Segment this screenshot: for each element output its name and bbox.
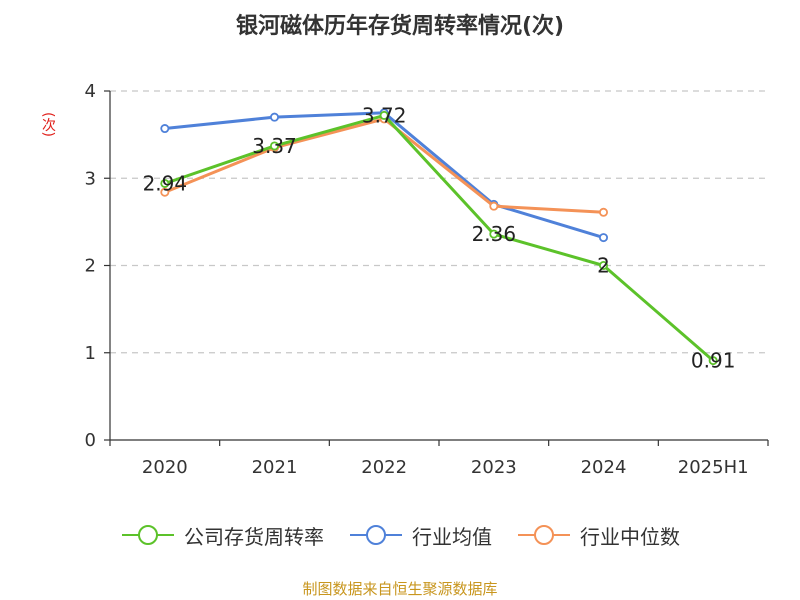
- y-tick-label: 3: [85, 168, 96, 189]
- chart-title: 银河磁体历年存货周转率情况(次): [235, 14, 565, 39]
- legend-item[interactable]: 行业均值: [348, 520, 492, 550]
- legend-label: 行业均值: [412, 524, 492, 549]
- x-tick-label: 2022: [361, 457, 407, 478]
- data-point: [269, 112, 279, 122]
- legend: 公司存货周转率 行业均值 行业中位数: [0, 520, 800, 550]
- data-label: 3.37: [252, 134, 297, 158]
- data-point: [160, 187, 170, 197]
- data-point: [599, 207, 609, 217]
- series-lines: [160, 108, 718, 366]
- legend-swatch: [122, 525, 174, 545]
- grid-lines: [110, 90, 768, 354]
- legend-item[interactable]: 行业中位数: [516, 520, 680, 550]
- x-tick-label: 2025H1: [678, 457, 749, 478]
- data-label: 2.36: [472, 222, 517, 246]
- data-label: 3.72: [362, 103, 407, 127]
- legend-marker: [534, 525, 554, 545]
- x-tick-label: 2020: [142, 457, 188, 478]
- y-tick-label: 1: [85, 343, 96, 364]
- legend-item[interactable]: 公司存货周转率: [120, 520, 324, 550]
- data-point: [489, 201, 499, 211]
- legend-marker: [138, 525, 158, 545]
- data-point: [379, 110, 389, 120]
- data-label: 0.91: [691, 349, 736, 373]
- y-tick-label: 4: [85, 81, 96, 102]
- legend-label: 公司存货周转率: [184, 524, 324, 549]
- series-line: [164, 111, 604, 240]
- data-label: 2: [597, 254, 610, 278]
- data-point: [599, 233, 609, 243]
- data-point: [599, 260, 609, 270]
- x-tick-label: 2024: [581, 457, 627, 478]
- series-line: [164, 113, 715, 362]
- data-point: [269, 141, 279, 151]
- legend-swatch: [350, 525, 402, 545]
- data-point: [160, 124, 170, 134]
- x-tick-label: 2023: [471, 457, 517, 478]
- y-tick-label: 0: [85, 430, 96, 451]
- data-labels: 2.94 3.37 3.72 2.36 2 0.91: [143, 103, 736, 372]
- y-tick-label: 2: [85, 256, 96, 277]
- legend-marker: [366, 525, 386, 545]
- x-tick-label: 2021: [252, 457, 298, 478]
- legend-swatch: [518, 525, 570, 545]
- data-point: [160, 178, 170, 188]
- data-label: 2.94: [143, 171, 188, 195]
- axes: 0 1 2 3 4 2020 2021 2022 2023 2024 2025H1: [85, 81, 769, 478]
- source-footer: 制图数据来自恒生聚源数据库: [302, 580, 498, 598]
- series-line: [164, 117, 604, 214]
- legend-label: 行业中位数: [580, 524, 680, 549]
- y-axis-label: (次): [40, 112, 56, 137]
- data-point: [708, 356, 718, 366]
- data-point: [489, 229, 499, 239]
